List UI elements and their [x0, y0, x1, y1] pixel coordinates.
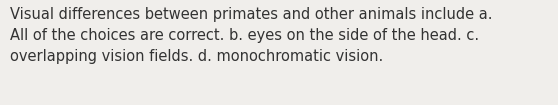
Text: Visual differences between primates and other animals include a.
All of the choi: Visual differences between primates and …	[10, 7, 493, 64]
